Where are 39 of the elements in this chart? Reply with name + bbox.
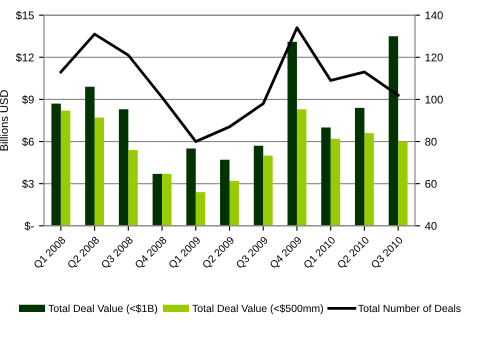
bar: [94, 118, 104, 226]
y2-tick-label: 80: [425, 138, 437, 146]
bar: [330, 138, 340, 226]
bar: [296, 109, 306, 226]
bar: [196, 192, 206, 226]
y2-tick-label: 120: [426, 54, 443, 62]
bar: [128, 150, 138, 226]
bar: [60, 110, 70, 226]
legend-label: Total Deal Value (<$1B): [48, 304, 158, 314]
y2-tick-label: 60: [425, 180, 437, 188]
y-axis-title: Billions USD: [0, 90, 8, 150]
bar: [220, 160, 230, 226]
y-tick-label: $9: [22, 95, 34, 104]
bar: [354, 108, 364, 226]
bar: [364, 133, 374, 226]
y2-tick-label: 40: [424, 222, 437, 230]
bar: [152, 174, 162, 226]
y-tick-label: $15: [16, 10, 34, 20]
legend-label: Total Number of Deals: [358, 304, 461, 312]
bar: [51, 104, 61, 226]
bar: [388, 36, 398, 226]
bar: [288, 42, 297, 226]
bar: [263, 156, 273, 226]
y-tick-label: $-: [24, 222, 34, 231]
bar: [398, 142, 408, 226]
y2-tick-label: 140: [426, 11, 443, 20]
bar: [186, 148, 196, 226]
y-tick-label: $12: [16, 53, 34, 62]
bar: [118, 109, 128, 226]
line-series: [59, 26, 400, 143]
bar: [85, 86, 95, 226]
y-tick-label: $3: [22, 179, 34, 188]
y-tick-label: $6: [22, 137, 34, 146]
bar: [162, 174, 172, 226]
legend-label: Total Deal Value (<$500mm): [192, 304, 323, 314]
y2-tick-label: 100: [426, 96, 443, 104]
bar: [230, 180, 239, 226]
bar: [254, 146, 264, 226]
bar: [321, 128, 331, 226]
